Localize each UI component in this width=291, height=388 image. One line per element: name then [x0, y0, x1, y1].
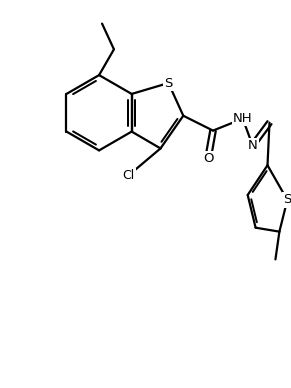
Text: N: N — [248, 139, 258, 152]
Text: NH: NH — [233, 112, 253, 125]
Text: O: O — [203, 152, 213, 165]
Text: Cl: Cl — [123, 169, 135, 182]
Text: S: S — [283, 194, 291, 206]
Text: S: S — [164, 76, 173, 90]
